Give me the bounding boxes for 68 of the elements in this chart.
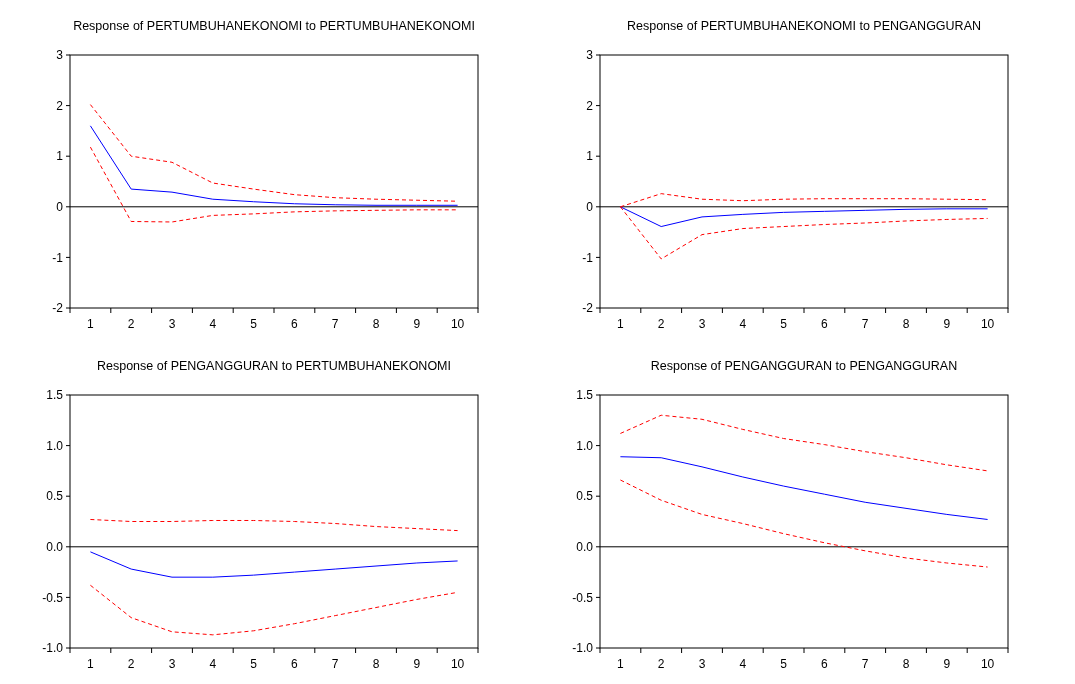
x-tick-label: 8 [902, 317, 910, 331]
x-tick-label: 7 [331, 317, 339, 331]
x-tick-label: 10 [450, 317, 465, 331]
y-tick-label: -0.5 [42, 590, 64, 605]
chart-title: Response of PERTUMBUHANEKONOMI to PENGANGGURAN [626, 19, 982, 33]
x-tick-label: 8 [372, 317, 380, 331]
x-tick-label: 3 [698, 657, 706, 671]
y-tick-label: -1 [52, 250, 64, 265]
x-tick-label: 1 [617, 317, 625, 331]
x-tick-label: 6 [821, 317, 829, 331]
x-tick-label: 10 [980, 317, 995, 331]
y-tick-label: 0 [586, 200, 594, 214]
x-tick-label: 6 [821, 657, 829, 671]
y-tick-label: 1 [586, 149, 594, 164]
x-tick-label: 10 [980, 657, 995, 671]
y-tick-label: -2 [52, 301, 64, 316]
x-tick-label: 3 [698, 317, 706, 331]
x-tick-label: 7 [861, 657, 869, 671]
chart-title: Response of PENGANGGURAN to PENGANGGURAN [650, 359, 958, 373]
x-tick-label: 3 [168, 657, 176, 671]
x-tick-label: 9 [943, 317, 951, 331]
x-tick-label: 4 [209, 657, 217, 671]
y-tick-label: -2 [582, 301, 594, 316]
x-tick-label: 2 [127, 657, 135, 671]
y-tick-label: 1.0 [46, 438, 64, 453]
y-tick-label: 2 [586, 98, 594, 113]
y-tick-label: -1 [582, 250, 594, 265]
x-tick-label: 1 [87, 657, 95, 671]
x-tick-label: 8 [902, 657, 910, 671]
x-tick-label: 4 [739, 657, 747, 671]
x-tick-label: 3 [168, 317, 176, 331]
x-tick-label: 9 [413, 317, 421, 331]
y-tick-label: 1.0 [576, 438, 594, 453]
x-tick-label: 5 [780, 317, 788, 331]
x-tick-label: 1 [617, 657, 625, 671]
y-tick-label: 1.5 [46, 388, 64, 403]
x-tick-label: 10 [450, 657, 465, 671]
y-tick-label: 0.0 [46, 540, 64, 554]
y-tick-label: 1.5 [576, 388, 594, 403]
y-tick-label: 3 [586, 48, 594, 63]
y-tick-label: 0.5 [576, 489, 594, 504]
x-tick-label: 5 [250, 657, 258, 671]
x-tick-label: 7 [861, 317, 869, 331]
x-tick-label: 7 [331, 657, 339, 671]
y-tick-label: 0.0 [576, 540, 594, 554]
y-tick-label: 3 [56, 48, 64, 63]
chart-title: Response of PERTUMBUHANEKONOMI to PERTUMBUHANEKONOMI [73, 19, 475, 33]
x-tick-label: 2 [127, 317, 135, 331]
y-tick-label: -1.0 [572, 641, 594, 656]
x-tick-label: 2 [657, 317, 665, 331]
x-tick-label: 5 [250, 317, 258, 331]
x-tick-label: 4 [739, 317, 747, 331]
x-tick-label: 4 [209, 317, 217, 331]
x-tick-label: 6 [291, 657, 299, 671]
y-tick-label: 0.5 [46, 489, 64, 504]
x-tick-label: 9 [413, 657, 421, 671]
x-tick-label: 8 [372, 657, 380, 671]
y-tick-label: -0.5 [572, 590, 594, 605]
y-tick-label: 2 [56, 98, 64, 113]
y-tick-label: 1 [56, 149, 64, 164]
x-tick-label: 1 [87, 317, 95, 331]
x-tick-label: 5 [780, 657, 788, 671]
x-tick-label: 6 [291, 317, 299, 331]
x-tick-label: 2 [657, 657, 665, 671]
x-tick-label: 9 [943, 657, 951, 671]
chart-title: Response of PENGANGGURAN to PERTUMBUHANEKONOMI [96, 359, 452, 373]
y-tick-label: -1.0 [42, 641, 64, 656]
y-tick-label: 0 [56, 200, 64, 214]
